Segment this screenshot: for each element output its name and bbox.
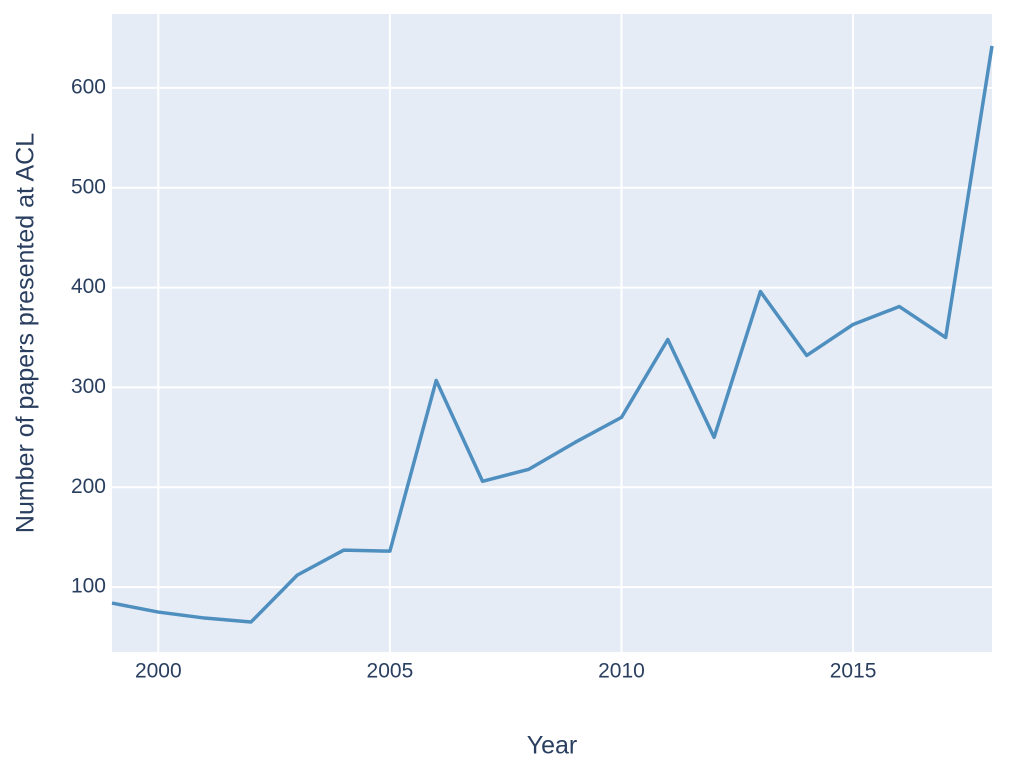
x-tick-label: 2010 (598, 660, 645, 683)
y-tick-label: 500 (71, 175, 106, 198)
y-tick-label: 400 (71, 275, 106, 298)
x-tick-label: 2005 (367, 660, 414, 683)
y-tick-label: 600 (71, 75, 106, 98)
x-tick-label: 2000 (135, 660, 182, 683)
y-axis-title: Number of papers presented at ACL (12, 133, 40, 533)
y-tick-label: 300 (71, 375, 106, 398)
data-line (111, 45, 994, 624)
plot-area (112, 14, 992, 652)
x-tick-label: 2015 (830, 660, 877, 683)
y-tick-label: 100 (71, 575, 106, 598)
x-axis-title: Year (527, 732, 578, 760)
y-tick-label: 200 (71, 475, 106, 498)
